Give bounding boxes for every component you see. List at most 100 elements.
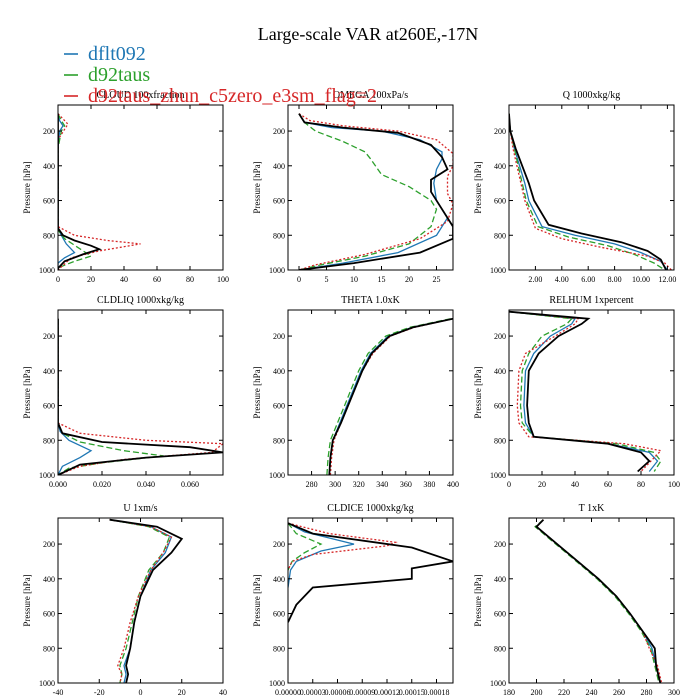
x-tick-label: 0.00003 <box>300 688 326 697</box>
y-axis-label: Pressure [hPa] <box>22 366 32 418</box>
y-tick-label: 200 <box>273 127 285 136</box>
x-tick-label: 180 <box>503 688 515 697</box>
x-tick-label: 8.00 <box>608 275 622 284</box>
series-line-2 <box>509 311 663 472</box>
series-line-3 <box>509 113 667 270</box>
series-line-3 <box>288 522 453 623</box>
x-tick-label: 220 <box>558 688 570 697</box>
series-line-3 <box>535 519 662 683</box>
x-tick-label: 5 <box>325 275 329 284</box>
y-tick-label: 1000 <box>269 471 285 480</box>
x-tick-label: 40 <box>219 688 227 697</box>
plot-frame <box>508 104 675 271</box>
series-line-2 <box>58 318 223 475</box>
x-tick-label: 80 <box>186 275 194 284</box>
x-tick-label: 0.00000 <box>275 688 301 697</box>
series-line-1 <box>509 113 666 270</box>
x-tick-label: 0.00006 <box>325 688 351 697</box>
series-line-0 <box>288 522 355 588</box>
panel-title: THETA 1.0xK <box>341 295 400 306</box>
y-tick-label: 200 <box>43 127 55 136</box>
x-tick-label: 0 <box>56 275 60 284</box>
series-group <box>326 317 453 475</box>
y-tick-label: 1000 <box>490 471 506 480</box>
series-group <box>288 522 453 623</box>
panel-title: RELHUM 1xpercent <box>549 295 633 306</box>
x-tick-label: 12.00 <box>658 275 676 284</box>
panel-4: THETA 1.0xK Pressure [hPa] 200 400 600 800 100… <box>252 295 459 489</box>
x-tick-label: 25 <box>433 275 441 284</box>
panel-title: U 1xm/s <box>123 503 157 514</box>
panel-title: OMEGA 100xPa/s <box>333 90 408 101</box>
y-tick-label: 800 <box>273 231 285 240</box>
x-tick-label: 2.00 <box>528 275 542 284</box>
series-line-3 <box>58 113 102 270</box>
y-axis-label: Pressure [hPa] <box>252 161 262 213</box>
x-tick-label: 60 <box>604 480 612 489</box>
y-tick-label: 800 <box>273 436 285 445</box>
y-tick-label: 1000 <box>490 679 506 688</box>
series-line-2 <box>329 318 453 475</box>
x-tick-label: 240 <box>586 688 598 697</box>
x-tick-label: 0.00009 <box>349 688 375 697</box>
y-tick-label: 1000 <box>269 266 285 275</box>
x-tick-label: 20 <box>87 275 95 284</box>
y-tick-label: 200 <box>43 540 55 549</box>
series-line-3 <box>109 518 184 683</box>
y-tick-label: 400 <box>273 575 285 584</box>
x-tick-label: 0 <box>507 480 511 489</box>
y-axis-label: Pressure [hPa] <box>473 161 483 213</box>
y-tick-label: 800 <box>43 231 55 240</box>
series-line-1 <box>58 113 93 270</box>
legend-label: dflt092 <box>88 43 146 65</box>
x-tick-label: 20 <box>538 480 546 489</box>
y-tick-label: 1000 <box>39 266 55 275</box>
y-tick-label: 800 <box>494 231 506 240</box>
y-tick-label: 200 <box>494 332 506 341</box>
series-group <box>109 518 184 683</box>
y-axis-label: Pressure [hPa] <box>22 161 32 213</box>
x-tick-label: 0.040 <box>137 480 155 489</box>
series-group <box>534 519 663 683</box>
series-line-0 <box>509 113 668 270</box>
y-tick-label: 200 <box>273 540 285 549</box>
y-tick-label: 600 <box>43 402 55 411</box>
y-tick-label: 600 <box>494 402 506 411</box>
y-tick-label: 600 <box>273 197 285 206</box>
plot-frame <box>57 517 224 684</box>
y-tick-label: 800 <box>494 644 506 653</box>
y-tick-label: 1000 <box>39 679 55 688</box>
x-tick-label: 360 <box>400 480 412 489</box>
x-tick-label: 320 <box>353 480 365 489</box>
series-line-0 <box>58 113 76 270</box>
y-tick-label: 400 <box>43 367 55 376</box>
series-group <box>298 113 453 270</box>
x-tick-label: 100 <box>668 480 680 489</box>
x-tick-label: 400 <box>447 480 459 489</box>
series-line-3 <box>298 113 453 270</box>
series-line-2 <box>58 113 141 270</box>
y-tick-label: 600 <box>494 197 506 206</box>
y-tick-label: 200 <box>494 127 506 136</box>
x-tick-label: 280 <box>641 688 653 697</box>
x-tick-label: 100 <box>217 275 229 284</box>
y-axis-label: Pressure [hPa] <box>473 366 483 418</box>
x-tick-label: 4.00 <box>555 275 569 284</box>
legend: dflt092d92tausd92taus_zhun_c5zero_e3sm_f… <box>64 43 377 107</box>
series-line-1 <box>298 113 438 270</box>
plot-frame <box>287 517 454 684</box>
series-line-1 <box>534 519 660 683</box>
series-line-3 <box>509 310 651 473</box>
figure-title: Large-scale VAR at260E,-17N <box>258 24 478 44</box>
series-group <box>509 113 672 270</box>
plot-frame <box>287 309 454 476</box>
y-tick-label: 200 <box>273 332 285 341</box>
y-tick-label: 800 <box>43 436 55 445</box>
legend-label: d92taus <box>88 64 150 86</box>
plot-frame <box>508 517 675 684</box>
panel-title: CLOUD 100xfraction <box>96 90 184 101</box>
series-line-2 <box>509 113 672 270</box>
